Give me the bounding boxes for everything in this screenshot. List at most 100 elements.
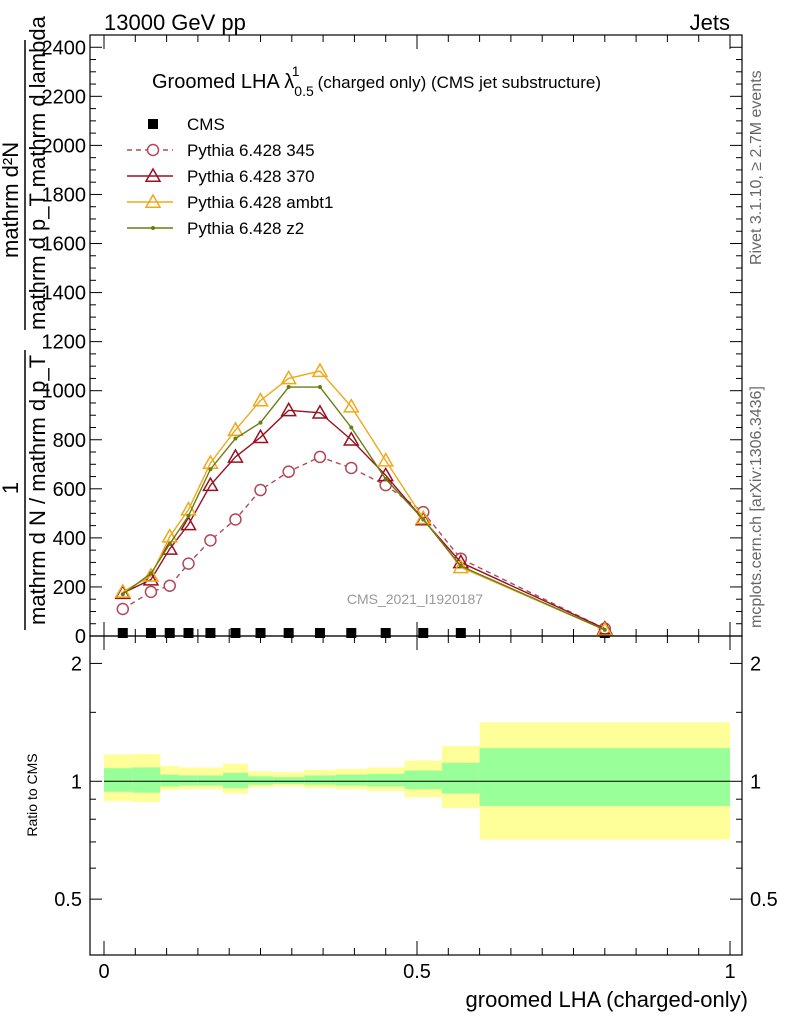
data-point-0-9 [346,628,357,638]
data-point-1-5 [229,513,242,526]
title-sub: 0.5 [294,83,314,99]
data-point-4-2 [167,542,172,547]
data-point-2-8 [311,404,329,419]
series-1 [116,450,612,635]
data-point-0-4 [205,628,216,638]
x-axis-label: groomed LHA (charged-only) [466,987,748,1012]
ratio-y-tick-label-right-1: 1 [750,771,761,793]
data-point-4-7 [286,385,291,390]
data-point-4-5 [233,436,238,441]
ratio-band-green-2 [160,774,180,787]
ratio-y-tick-label-right-0: 0.5 [750,889,778,911]
legend-label-1: Pythia 6.428 345 [187,141,315,160]
y-tick-label-10: 2000 [42,135,87,157]
legend-marker-2 [144,167,162,182]
ratio-band-green-13 [479,748,730,806]
data-point-2-6 [252,428,269,444]
data-point-0-5 [230,628,241,638]
data-point-2-4 [202,476,219,492]
mcplots-label: mcplots.cern.ch [arXiv:1306.3436] [748,386,765,628]
y-tick-label-1: 200 [53,577,86,599]
ratio-band-green-0 [104,768,133,792]
data-point-1-3 [182,557,195,570]
ratio-band-green-9 [335,774,367,786]
legend-marker-0 [148,119,158,129]
y-tick-label-2: 400 [53,528,86,550]
header-right: Jets [690,10,730,35]
data-point-4-8 [317,385,322,390]
data-point-3-12 [452,558,470,574]
ratio-band-green-1 [132,767,161,793]
data-point-4-9 [349,425,354,430]
legend-label-4: Pythia 6.428 z2 [187,219,304,238]
title-main: Groomed LHA λ [152,71,294,93]
data-point-1-0 [116,602,130,616]
data-point-0-0 [117,628,128,638]
ylabel-numerator: mathrm d²N [0,142,23,258]
legend-item-0: CMS [148,115,225,134]
ratio-band-green-4 [197,775,223,786]
data-point-0-12 [455,628,466,638]
data-point-4-10 [383,477,388,482]
x-tick-labels: 0 0.5 1 [98,961,735,983]
ylabel-norm: mathrm d N / mathrm d p_T [25,355,50,625]
y-tick-label-11: 2200 [42,86,87,108]
ylabel-one: 1 [0,482,23,494]
data-point-2-1 [142,571,160,586]
data-point-0-11 [418,628,429,638]
ratio-frame [89,635,743,956]
ratio-band-green-8 [304,775,336,785]
legend-label-2: Pythia 6.428 370 [187,167,315,186]
data-point-4-4 [208,467,213,472]
ratio-band-green-7 [273,777,305,784]
data-point-4-1 [148,571,153,576]
data-point-1-8 [313,450,327,464]
legend-item-2: Pythia 6.428 370 [127,167,315,186]
x-tick-label-2: 1 [724,961,735,983]
data-point-1-2 [163,579,176,592]
ratio-plot-panel: 0.5 0.5 1 1 2 2 [54,635,778,956]
data-point-3-6 [252,391,269,407]
data-point-3-11 [414,509,432,525]
data-point-0-1 [145,628,156,638]
data-point-2-9 [342,431,360,446]
legend-marker-1 [146,143,160,157]
data-point-0-10 [380,628,391,638]
data-point-4-0 [120,592,125,597]
ratio-band-green-11 [404,770,443,790]
data-point-1-7 [282,465,295,478]
watermark: CMS_2021_I1920187 [347,591,483,607]
data-point-0-7 [283,628,294,638]
data-point-3-10 [377,452,394,467]
ratio-band-green-6 [247,776,274,785]
legend-item-4: Pythia 6.428 z2 [127,219,304,238]
title-rest: (charged only) (CMS jet substructure) [318,73,601,92]
legend-item-3: Pythia 6.428 ambt1 [127,193,333,212]
data-point-0-2 [164,628,175,638]
data-point-1-9 [345,461,358,475]
legend-label-3: Pythia 6.428 ambt1 [187,193,333,212]
x-tick-label-0: 0 [98,961,109,983]
data-point-3-1 [142,567,160,582]
legend-marker-4 [151,226,155,230]
series-line-4 [122,386,606,631]
data-point-2-7 [280,401,297,417]
title-sup: 1 [292,63,300,79]
ratio-y-tick-label-1: 1 [71,771,82,793]
data-point-4-11 [421,517,426,522]
ratio-y-tick-label-right-2: 2 [750,653,761,675]
data-point-3-7 [280,369,297,385]
data-point-4-6 [258,420,263,425]
legend: CMS Pythia 6.428 345 Pythia 6.428 370 Pythi… [127,115,333,238]
rivet-label: Rivet 3.1.10, ≥ 2.7M events [748,70,765,265]
series-line-3 [122,370,606,631]
data-point-1-4 [204,534,217,547]
legend-item-1: Pythia 6.428 345 [127,141,315,160]
data-point-3-5 [227,421,244,436]
data-point-2-5 [227,448,244,463]
y-axis-label: 1 mathrm d N / mathrm d p_T mathrm d²N m… [0,15,50,630]
data-point-3-9 [342,398,360,413]
legend-marker-3 [144,193,162,208]
y-tick-label-7: 1400 [42,283,87,305]
y-tick-label-0: 0 [75,626,86,648]
